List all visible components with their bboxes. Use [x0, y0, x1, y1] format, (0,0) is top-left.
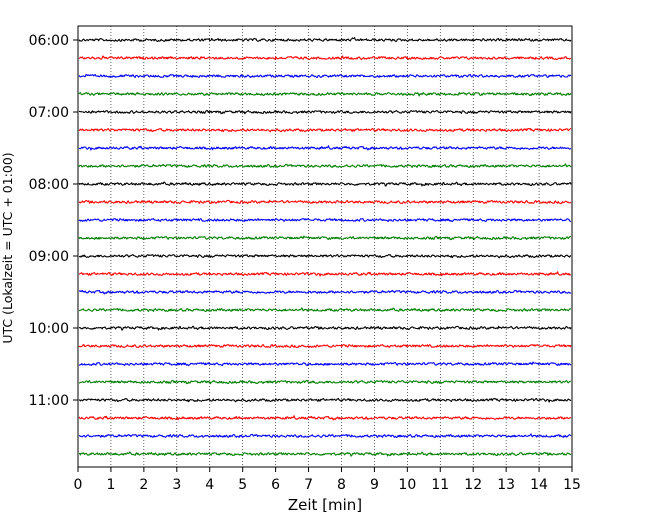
trace-5 [78, 110, 572, 115]
trace-8 [78, 163, 572, 168]
plot-frame [77, 25, 573, 468]
x-tick-label-9: 9 [370, 477, 379, 493]
trace-18 [78, 344, 572, 349]
y-tick-label-11:00: 11:00 [29, 393, 69, 409]
y-tick-label-08:00: 08:00 [29, 177, 69, 193]
x-tick-label-8: 8 [337, 477, 346, 493]
trace-17 [78, 325, 572, 331]
trace-9 [78, 181, 572, 187]
y-tick-label-09:00: 09:00 [29, 249, 69, 265]
seismic-traces [78, 37, 572, 457]
x-tick-label-14: 14 [530, 477, 548, 493]
x-tick-label-11: 11 [431, 477, 449, 493]
trace-23 [78, 433, 572, 438]
trace-15 [78, 289, 572, 295]
x-axis-label: Zeit [min] [288, 496, 362, 514]
trace-12 [78, 235, 571, 241]
trace-10 [78, 199, 572, 205]
x-tick-label-7: 7 [304, 477, 313, 493]
trace-22 [78, 415, 572, 421]
x-tick-label-6: 6 [271, 477, 280, 493]
x-tick-label-15: 15 [563, 477, 581, 493]
x-tick-label-4: 4 [205, 477, 214, 493]
trace-21 [78, 397, 572, 403]
x-tick-label-12: 12 [464, 477, 482, 493]
y-tick-label-07:00: 07:00 [29, 105, 69, 121]
x-tick-label-13: 13 [497, 477, 515, 493]
x-tick-label-2: 2 [139, 477, 148, 493]
trace-3 [78, 73, 572, 78]
x-tick-label-5: 5 [238, 477, 247, 493]
x-tick-label-10: 10 [398, 477, 416, 493]
trace-11 [78, 218, 572, 223]
trace-1 [78, 37, 572, 43]
x-tick-label-0: 0 [74, 477, 83, 493]
x-tick-label-1: 1 [106, 477, 115, 493]
trace-13 [78, 254, 572, 259]
trace-14 [78, 271, 572, 277]
y-axis-ticks: 06:00 07:00 08:00 09:00 10:00 11:00 [29, 33, 78, 409]
trace-20 [78, 380, 572, 385]
trace-2 [78, 55, 572, 61]
y-tick-label-06:00: 06:00 [29, 33, 69, 49]
plot-area-background [78, 26, 572, 467]
x-tick-label-3: 3 [172, 477, 181, 493]
y-axis-label: UTC (Lokalzeit = UTC + 01:00) [0, 152, 15, 343]
trace-7 [78, 145, 572, 151]
trace-16 [78, 307, 572, 312]
trace-24 [78, 451, 572, 457]
trace-4 [78, 91, 572, 97]
trace-19 [78, 361, 572, 367]
trace-6 [78, 127, 572, 133]
x-axis-ticks: 0 1 2 3 4 5 6 7 8 9 10 11 12 13 14 15 [74, 467, 581, 493]
y-tick-label-10:00: 10:00 [29, 321, 69, 337]
